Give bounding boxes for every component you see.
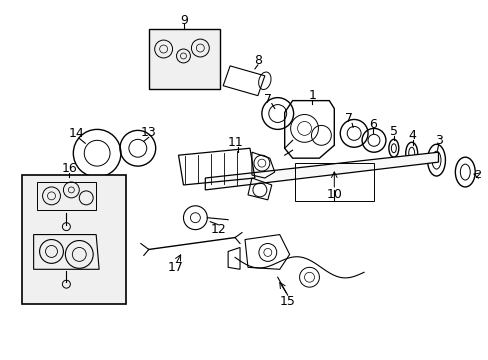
Text: 2: 2 bbox=[473, 170, 480, 180]
Polygon shape bbox=[205, 152, 438, 190]
Bar bbox=[148, 29, 220, 89]
Text: 11: 11 bbox=[227, 136, 243, 149]
Text: 5: 5 bbox=[389, 125, 397, 138]
Text: 8: 8 bbox=[253, 54, 262, 67]
Text: 6: 6 bbox=[368, 118, 376, 131]
Text: 4: 4 bbox=[408, 129, 416, 142]
Text: 12: 12 bbox=[210, 223, 225, 236]
Text: 14: 14 bbox=[68, 127, 84, 140]
Bar bbox=[21, 175, 126, 304]
Text: 10: 10 bbox=[325, 188, 342, 201]
Text: 13: 13 bbox=[141, 126, 156, 139]
Text: 1: 1 bbox=[308, 89, 316, 102]
Text: 15: 15 bbox=[279, 294, 295, 307]
Text: 9: 9 bbox=[180, 14, 188, 27]
Text: 7: 7 bbox=[345, 112, 352, 125]
Text: 7: 7 bbox=[264, 93, 271, 106]
Text: 16: 16 bbox=[61, 162, 77, 175]
Polygon shape bbox=[37, 182, 96, 210]
Polygon shape bbox=[34, 235, 99, 269]
Text: 17: 17 bbox=[167, 261, 183, 274]
Text: 3: 3 bbox=[435, 134, 443, 147]
Bar bbox=[294, 163, 373, 201]
